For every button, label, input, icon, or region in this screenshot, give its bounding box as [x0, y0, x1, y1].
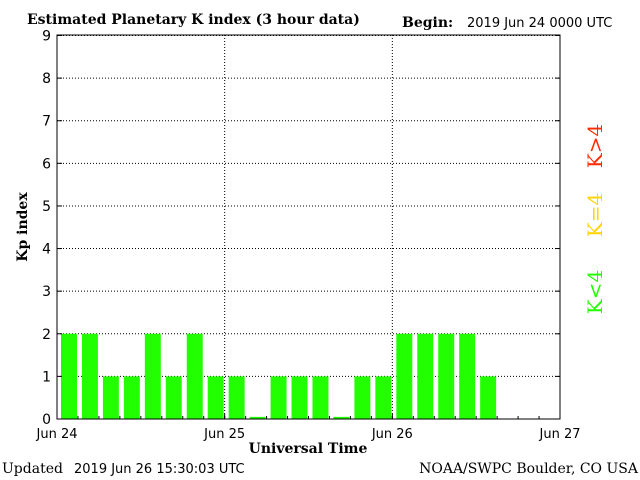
y-axis-label: Kp index [15, 192, 31, 262]
kp-bar [165, 376, 182, 419]
kp-bar [270, 376, 287, 419]
begin-label: Begin: [402, 15, 453, 31]
kp-bar [459, 333, 476, 419]
y-tick-label: 6 [42, 156, 51, 172]
y-tick-label: 5 [42, 199, 51, 215]
x-axis-label: Universal Time [249, 441, 368, 457]
kp-bar [186, 333, 203, 419]
kp-bar [61, 333, 77, 419]
x-tick-label: Jun 24 [36, 427, 78, 442]
kp-bar [102, 376, 119, 419]
plot-frame [56, 34, 561, 420]
y-tick-label: 9 [42, 29, 51, 45]
kp-bar [438, 333, 455, 419]
legend-entry: K>4 [583, 124, 607, 168]
y-ticks: 0 1 2 3 4 5 6 7 8 9 [42, 29, 560, 428]
kp-bar [375, 376, 392, 419]
x-tick-label: Jun 26 [371, 427, 413, 442]
y-tick-label: 4 [42, 242, 51, 258]
legend: K>4 K=4 K<4 [583, 124, 607, 314]
x-ticks: Jun 24 Jun 25 Jun 26 Jun 27 [36, 414, 581, 442]
y-tick-label: 2 [42, 327, 51, 343]
kp-bar [207, 376, 224, 419]
bars [61, 333, 497, 419]
x-tick-label: Jun 25 [203, 427, 245, 442]
kp-bar [81, 333, 98, 419]
kp-bar [354, 376, 371, 419]
legend-entry: K<4 [583, 270, 607, 314]
begin-value: 2019 Jun 24 0000 UTC [467, 16, 612, 31]
updated-label: Updated [2, 461, 63, 477]
y-tick-label: 7 [42, 114, 51, 130]
kp-bar [123, 376, 140, 419]
kp-bar [417, 333, 434, 419]
grid-lines [57, 35, 560, 419]
source-credit: NOAA/SWPC Boulder, CO USA [419, 461, 639, 477]
kp-bar [333, 416, 350, 419]
chart-title: Estimated Planetary K index (3 hour data… [27, 12, 360, 28]
y-tick-label: 1 [42, 369, 51, 385]
y-tick-label: 8 [42, 71, 51, 87]
kp-bar [144, 333, 161, 419]
y-tick-label: 0 [42, 412, 51, 428]
kp-bar [228, 376, 245, 419]
x-tick-label: Jun 27 [539, 427, 581, 442]
kp-bar [291, 376, 308, 419]
legend-entry: K=4 [583, 193, 607, 237]
updated-value: 2019 Jun 26 15:30:03 UTC [74, 462, 245, 477]
y-tick-label: 3 [42, 284, 51, 300]
kp-bar [480, 376, 497, 419]
kp-bar [249, 416, 266, 419]
kp-bar [396, 333, 413, 419]
kp-bar [312, 376, 329, 419]
